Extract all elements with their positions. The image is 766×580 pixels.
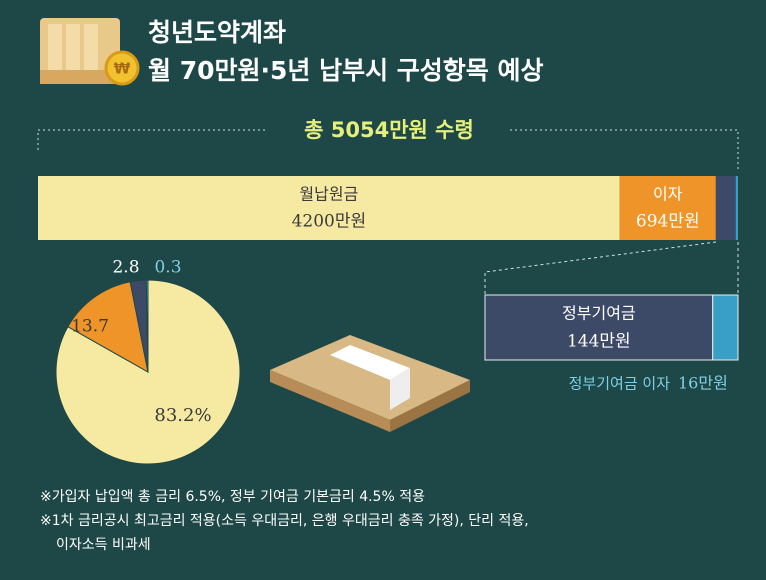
- zoom-value-label: 144만원: [567, 332, 631, 352]
- zoom-name: 정부기여금: [562, 304, 636, 323]
- bar-segment: [735, 176, 738, 240]
- footnote: ※1차 금리공시 최고금리 적용(소득 우대금리, 은행 우대금리 충족 가정)…: [40, 513, 529, 529]
- bar-segment: [619, 176, 716, 240]
- zoom-connector: [484, 241, 739, 295]
- pie-slice: [55, 279, 241, 465]
- cash-illustration: [270, 335, 470, 432]
- bar-name: 이자: [653, 185, 683, 204]
- footnote: ※가입자 납입액 총 금리 6.5%, 정부 기여금 기본금리 4.5% 적용: [40, 489, 425, 505]
- money-icon: ₩: [40, 18, 140, 86]
- svg-text:₩: ₩: [114, 60, 131, 78]
- bar-name: 월납원금: [299, 185, 358, 204]
- bar-segment: [715, 176, 736, 240]
- pie-label: 2.8: [112, 258, 139, 278]
- pie-slice: [145, 279, 149, 373]
- small-name: 정부기여금 이자: [569, 375, 671, 393]
- pie-label: 83.2%: [154, 405, 211, 426]
- pie-slice: [67, 281, 149, 373]
- small-value-label: 16만원: [678, 374, 728, 393]
- bar-value-label: 4200만원: [292, 212, 367, 232]
- bar-value-label: 694만원: [636, 212, 700, 232]
- total-label: 총 5054만원 수령: [304, 118, 474, 142]
- bar-segment: [38, 176, 620, 240]
- footnote: 이자소득 비과세: [56, 537, 151, 553]
- title-line: 월 70만원·5년 납부시 구성항목 예상: [148, 56, 544, 85]
- pie-label: 0.3: [154, 258, 181, 278]
- bracket: [37, 129, 739, 172]
- zoom-segment: [712, 294, 739, 361]
- pie-label: 13.7: [71, 317, 109, 337]
- title-line: 청년도약계좌: [148, 18, 286, 47]
